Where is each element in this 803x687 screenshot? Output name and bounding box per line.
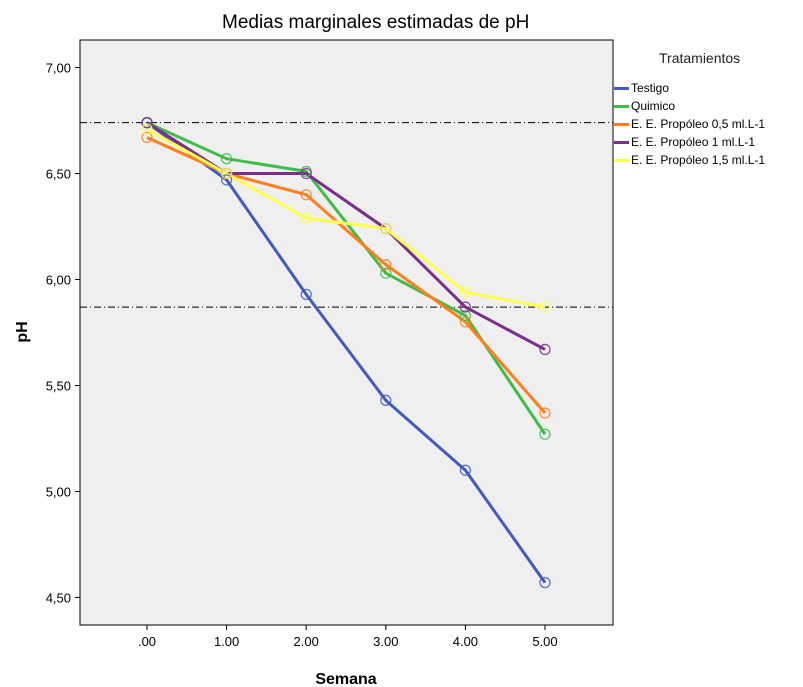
legend-swatch (614, 86, 629, 90)
data-point (141, 131, 153, 144)
legend-label: E. E. Propóleo 1,5 ml.L-1 (631, 153, 766, 167)
legend-label: E. E. Propóleo 1 ml.L-1 (631, 135, 756, 149)
y-tick-label: 6,00 (46, 273, 71, 288)
data-point (300, 212, 312, 224)
data-point (459, 309, 472, 322)
y-axis-label: pH (14, 321, 31, 342)
legend-item: E. E. Propóleo 1,5 ml.L-1 (614, 151, 765, 169)
data-point (539, 343, 551, 356)
data-point (539, 407, 551, 419)
data-point (459, 286, 472, 298)
x-tick-label: 4.00 (453, 634, 478, 649)
chart-title: Medias marginales estimadas de pH (222, 12, 530, 33)
data-point (300, 167, 312, 180)
legend-title: Tratamientos (659, 50, 741, 66)
y-tick-label: 4,50 (46, 590, 71, 605)
legend-item: E. E. Propóleo 1 ml.L-1 (614, 133, 765, 151)
legend-swatch (614, 140, 629, 144)
y-tick-label: 7,00 (46, 61, 71, 76)
data-point (141, 123, 153, 135)
legend-label: Quimico (631, 99, 676, 113)
series-line (146, 127, 546, 309)
legend-label: E. E. Propóleo 0,5 ml.L-1 (631, 117, 766, 131)
data-point (380, 259, 392, 271)
data-point (220, 167, 233, 180)
data-point (539, 576, 551, 589)
data-point (380, 267, 392, 279)
legend-item: Testigo (614, 79, 765, 97)
data-point (220, 153, 233, 165)
data-point (459, 464, 472, 476)
legend-swatch (614, 104, 629, 108)
legend-item: Quimico (614, 97, 765, 115)
data-point (300, 189, 312, 201)
legend: Testigo Quimico E. E. Propóleo 0,5 ml.L-1 E… (614, 79, 765, 169)
series-line (146, 121, 547, 584)
legend-item: E. E. Propóleo 0,5 ml.L-1 (614, 115, 765, 133)
data-point (300, 288, 312, 300)
y-tick-label: 5,50 (46, 378, 71, 393)
x-tick-label: 1.00 (214, 634, 239, 649)
x-tick-label: 5.00 (532, 634, 557, 649)
data-point (539, 301, 551, 313)
legend-label: Testigo (631, 81, 670, 95)
data-point (459, 316, 472, 328)
x-axis-label: Semana (315, 671, 376, 687)
data-point (141, 117, 153, 129)
data-point (539, 428, 551, 440)
y-tick-label: 6,50 (46, 167, 71, 182)
data-point (220, 174, 233, 186)
x-tick-label: 3.00 (373, 634, 398, 649)
legend-swatch (614, 122, 629, 126)
y-tick-label: 5,00 (46, 484, 71, 499)
data-point (459, 301, 472, 313)
data-point (380, 222, 392, 235)
legend-swatch (614, 158, 629, 162)
x-tick-label: 2.00 (294, 634, 319, 649)
x-tick-label: .00 (138, 634, 156, 649)
data-point (380, 394, 392, 406)
